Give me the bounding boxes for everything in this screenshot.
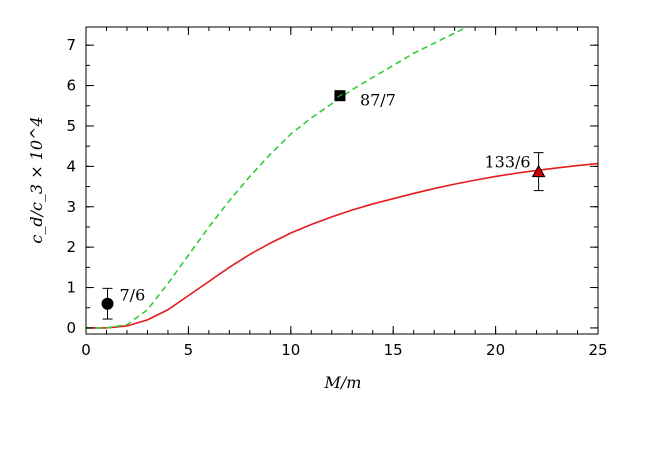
y-tick-label-8: 7 [66, 36, 76, 54]
x-tick-label-3: 10 [281, 341, 300, 359]
series-line-2 [86, 27, 468, 329]
x-tick-label-2: 5 [184, 341, 194, 359]
y-axis-label: c_d/c_3 × 10^4 [27, 116, 46, 243]
y-tick-label-4: 3 [66, 198, 76, 216]
plot-frame [85, 26, 599, 335]
x-tick-label-6: 25 [588, 341, 607, 359]
plot-layer: 7/6 87/7 133/6 0 5 10 15 20 25 0 1 2 3 4 5 6 7 [66, 26, 608, 359]
data-point-label-1: 7/6 [120, 286, 146, 305]
series-line-1 [86, 162, 598, 329]
y-tick-label-6: 5 [66, 117, 76, 135]
data-point-label-3: 133/6 [484, 153, 530, 172]
x-tick-label-5: 20 [486, 341, 505, 359]
x-tick-label-4: 15 [384, 341, 403, 359]
x-tick-label-1: 0 [81, 341, 91, 359]
y-tick-label-7: 6 [66, 77, 76, 95]
x-axis-label: M/m [324, 373, 362, 392]
data-point-2-curve-trace [337, 93, 343, 98]
data-point-label-2: 87/7 [360, 91, 396, 110]
y-tick-label-3: 2 [66, 238, 76, 256]
data-point-3 [531, 164, 546, 178]
y-tick-label-5: 4 [66, 157, 76, 175]
data-point-1 [101, 297, 114, 310]
y-tick-label-2: 1 [66, 279, 76, 297]
y-tick-label-1: 0 [66, 319, 76, 337]
